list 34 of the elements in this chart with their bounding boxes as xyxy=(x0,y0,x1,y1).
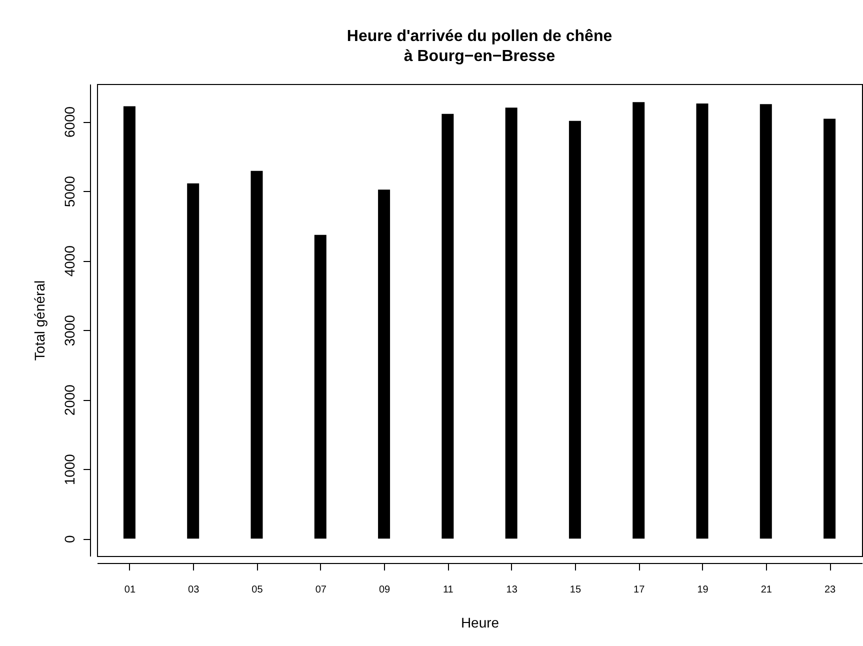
bar xyxy=(696,103,708,539)
y-tick-label: 2000 xyxy=(62,384,78,416)
y-tick-label: 3000 xyxy=(62,314,78,346)
bar xyxy=(442,114,454,539)
chart-title: Heure d'arrivée du pollen de chêne à Bourg−en−Bresse xyxy=(346,28,612,65)
x-tick-label: 13 xyxy=(506,584,518,596)
y-tick-label: 4000 xyxy=(62,245,78,277)
x-tick-label: 23 xyxy=(824,584,836,596)
y-tick-label: 0 xyxy=(62,535,78,544)
y-tick-label: 1000 xyxy=(62,454,78,486)
x-tick-label: 17 xyxy=(634,584,646,596)
x-tick-label: 03 xyxy=(188,584,200,596)
x-tick-label: 07 xyxy=(315,584,327,596)
x-tick-label: 01 xyxy=(124,584,136,596)
x-tick-label: 19 xyxy=(697,584,709,596)
bar xyxy=(123,106,136,539)
bar xyxy=(632,102,645,539)
bar xyxy=(187,183,200,539)
x-tick-label: 05 xyxy=(252,584,264,596)
bar xyxy=(250,170,263,539)
y-axis-title: Total général xyxy=(32,280,48,361)
y-tick-label: 5000 xyxy=(62,176,78,208)
x-tick-label: 21 xyxy=(760,584,772,596)
bar xyxy=(568,120,581,539)
bar xyxy=(314,234,326,539)
y-tick-label: 6000 xyxy=(62,106,78,138)
x-tick-label: 09 xyxy=(378,584,391,596)
bar xyxy=(824,118,836,539)
bar xyxy=(760,104,772,539)
bar xyxy=(378,190,390,539)
x-tick-label: 11 xyxy=(442,584,454,596)
x-tick-label: 15 xyxy=(570,584,582,596)
x-axis-title: Heure xyxy=(460,614,500,630)
bar xyxy=(505,108,518,539)
